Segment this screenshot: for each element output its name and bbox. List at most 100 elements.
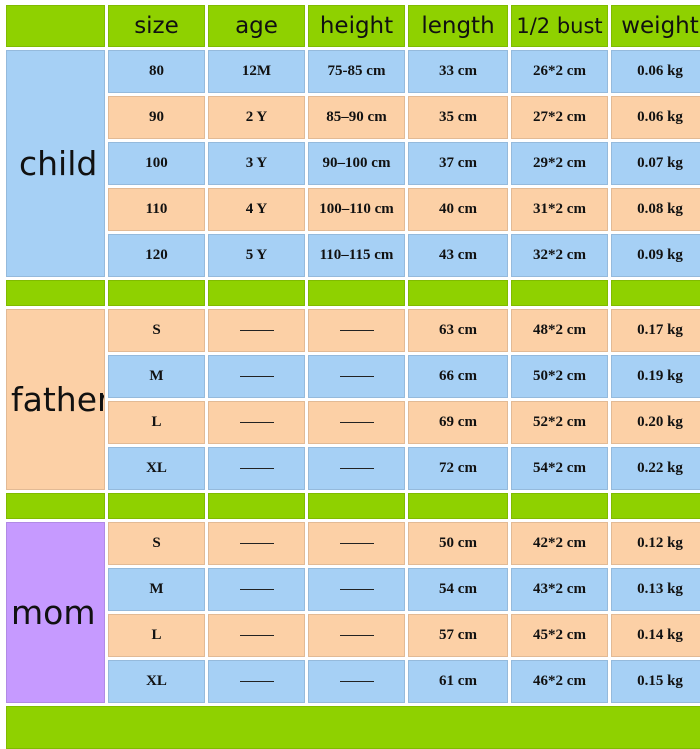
child-bust: 32*2 cm [511, 234, 608, 277]
child-size: 80 [108, 50, 205, 93]
father-weight: 0.20 kg [611, 401, 700, 444]
father-size: M [108, 355, 205, 398]
child-height: 90–100 cm [308, 142, 405, 185]
mom-size: L [108, 614, 205, 657]
header-bust: 1/2 bust [511, 5, 608, 47]
mom-size: XL [108, 660, 205, 703]
father-length: 66 cm [408, 355, 508, 398]
dash-mark [339, 376, 374, 377]
child-length: 33 cm [408, 50, 508, 93]
dash-mark [239, 330, 274, 331]
father-age-empty [208, 447, 305, 490]
spacer-cell [208, 493, 305, 519]
mom-length: 54 cm [408, 568, 508, 611]
mom-length: 50 cm [408, 522, 508, 565]
father-length: 63 cm [408, 309, 508, 352]
child-length: 35 cm [408, 96, 508, 139]
mom-weight: 0.15 kg [611, 660, 700, 703]
child-size: 110 [108, 188, 205, 231]
mom-height-empty [308, 568, 405, 611]
spacer-cell [6, 493, 105, 519]
mom-length: 61 cm [408, 660, 508, 703]
father-bust: 50*2 cm [511, 355, 608, 398]
header-corner [6, 5, 105, 47]
father-size: S [108, 309, 205, 352]
child-age: 5 Y [208, 234, 305, 277]
dash-mark [339, 681, 374, 682]
child-age: 4 Y [208, 188, 305, 231]
mom-length: 57 cm [408, 614, 508, 657]
dash-mark [239, 543, 274, 544]
father-bust: 52*2 cm [511, 401, 608, 444]
father-bust: 48*2 cm [511, 309, 608, 352]
child-weight: 0.06 kg [611, 50, 700, 93]
spacer-cell [408, 280, 508, 306]
dash-mark [339, 543, 374, 544]
child-height: 100–110 cm [308, 188, 405, 231]
dash-mark [339, 422, 374, 423]
mom-age-empty [208, 614, 305, 657]
spacer-cell [408, 493, 508, 519]
mom-weight: 0.12 kg [611, 522, 700, 565]
header-weight: weight [611, 5, 700, 47]
mom-bust: 43*2 cm [511, 568, 608, 611]
child-length: 37 cm [408, 142, 508, 185]
child-bust: 29*2 cm [511, 142, 608, 185]
spacer-cell [511, 280, 608, 306]
group-label-mom: mom [6, 522, 105, 703]
father-length: 72 cm [408, 447, 508, 490]
header-age: age [208, 5, 305, 47]
spacer-cell [108, 280, 205, 306]
child-size: 90 [108, 96, 205, 139]
father-age-empty [208, 401, 305, 444]
dash-mark [239, 589, 274, 590]
child-weight: 0.07 kg [611, 142, 700, 185]
child-age: 3 Y [208, 142, 305, 185]
mom-age-empty [208, 568, 305, 611]
mom-bust: 42*2 cm [511, 522, 608, 565]
dash-mark [239, 681, 274, 682]
father-height-empty [308, 401, 405, 444]
header-size: size [108, 5, 205, 47]
mom-height-empty [308, 614, 405, 657]
header-height: height [308, 5, 405, 47]
mom-size: S [108, 522, 205, 565]
father-weight: 0.17 kg [611, 309, 700, 352]
child-size: 100 [108, 142, 205, 185]
child-weight: 0.09 kg [611, 234, 700, 277]
group-label-child: child [6, 50, 105, 277]
dash-mark [239, 468, 274, 469]
dash-mark [239, 422, 274, 423]
mom-age-empty [208, 660, 305, 703]
mom-size: M [108, 568, 205, 611]
spacer-cell [611, 493, 700, 519]
mom-height-empty [308, 660, 405, 703]
father-size: XL [108, 447, 205, 490]
child-bust: 31*2 cm [511, 188, 608, 231]
mom-bust: 45*2 cm [511, 614, 608, 657]
mom-weight: 0.13 kg [611, 568, 700, 611]
father-length: 69 cm [408, 401, 508, 444]
header-length: length [408, 5, 508, 47]
child-age: 12M [208, 50, 305, 93]
mom-weight: 0.14 kg [611, 614, 700, 657]
group-label-father: father [6, 309, 105, 490]
footer-bar [6, 706, 700, 749]
father-weight: 0.22 kg [611, 447, 700, 490]
child-height: 85–90 cm [308, 96, 405, 139]
dash-mark [339, 635, 374, 636]
spacer-cell [6, 280, 105, 306]
size-chart-table: size age height length 1/2 bust weight c… [6, 5, 700, 749]
mom-height-empty [308, 522, 405, 565]
spacer-cell [108, 493, 205, 519]
child-size: 120 [108, 234, 205, 277]
child-length: 40 cm [408, 188, 508, 231]
spacer-cell [511, 493, 608, 519]
child-weight: 0.08 kg [611, 188, 700, 231]
father-bust: 54*2 cm [511, 447, 608, 490]
child-length: 43 cm [408, 234, 508, 277]
mom-bust: 46*2 cm [511, 660, 608, 703]
child-bust: 27*2 cm [511, 96, 608, 139]
spacer-cell [308, 280, 405, 306]
father-weight: 0.19 kg [611, 355, 700, 398]
